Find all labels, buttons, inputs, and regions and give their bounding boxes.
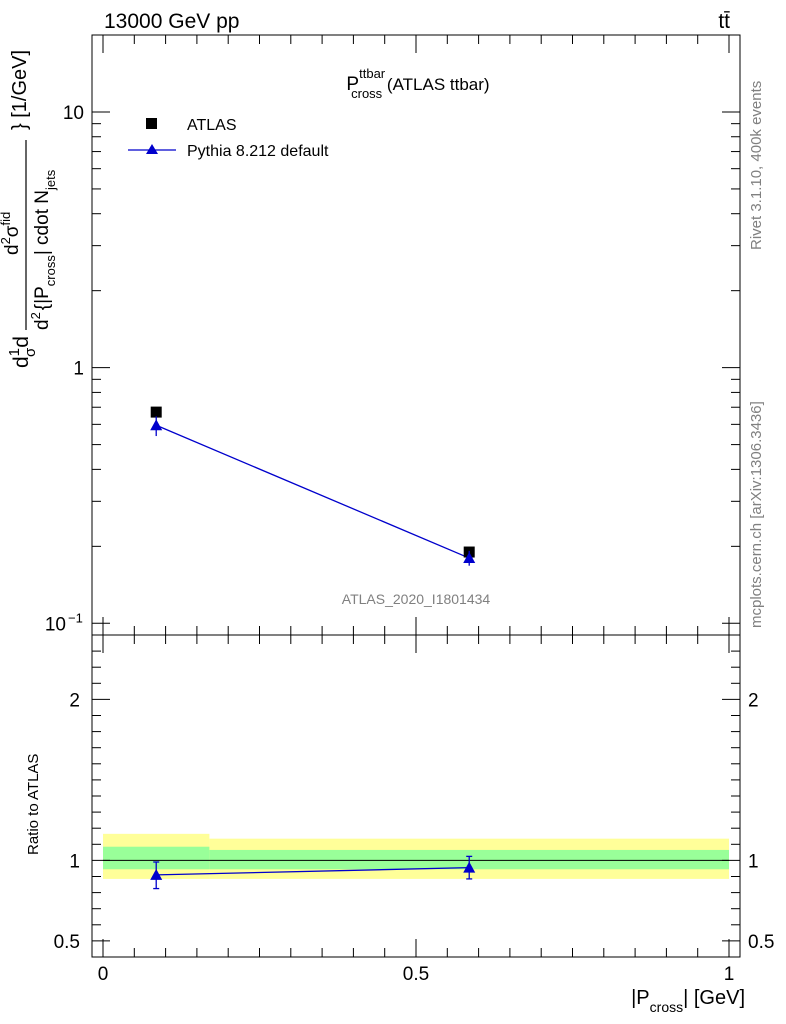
x-tick-label: 0.5 bbox=[403, 964, 429, 985]
legend: ATLAS Pythia 8.212 default bbox=[128, 117, 329, 160]
legend-label-pythia: Pythia 8.212 default bbox=[187, 143, 329, 160]
analysis-watermark: ATLAS_2020_I1801434 bbox=[342, 591, 491, 607]
title-rest: (ATLAS ttbar) bbox=[382, 75, 489, 94]
ylabel-numerator: d2σfid bbox=[0, 212, 23, 255]
ratio-y-tick-label-right: 2 bbox=[748, 690, 759, 711]
ratio-y-tick-label-left: 2 bbox=[69, 690, 80, 711]
ratio-panel: 2 2 1 1 0.5 0.5 0 0.5 1 bbox=[54, 634, 775, 985]
header-right: tt̄ bbox=[718, 10, 730, 33]
ratio-frame bbox=[91, 634, 741, 958]
x-tick-label: 0 bbox=[98, 964, 109, 985]
main-y-tick-label: 10 bbox=[45, 614, 66, 635]
ratio-point-pythia bbox=[463, 861, 476, 873]
ratio-y-tick-label-left: 0.5 bbox=[54, 932, 80, 953]
title-sup: ttbar bbox=[359, 66, 386, 81]
mc-point-pythia bbox=[463, 552, 476, 564]
rivet-label: Rivet 3.1.10, 400k events bbox=[748, 81, 765, 250]
x-axis-label: |Pcross| [GeV] bbox=[631, 987, 745, 1015]
title-main: P bbox=[346, 74, 359, 95]
x-tick-label: 1 bbox=[724, 964, 735, 985]
mc-line-segment bbox=[155, 424, 470, 559]
main-data-layer bbox=[150, 406, 476, 566]
mc-point-pythia bbox=[150, 419, 163, 431]
main-y-tick-label-exp: −1 bbox=[68, 610, 83, 625]
mcplots-label: mcplots.cern.ch [arXiv:1306.3436] bbox=[748, 401, 765, 628]
legend-marker-atlas bbox=[146, 118, 157, 129]
ylabel-denominator: d2{|Pcross| cdot Njets bbox=[28, 169, 58, 330]
ratio-axis-tick-labels: 2 2 1 1 0.5 0.5 0 0.5 1 bbox=[54, 690, 775, 985]
ylabel-fraction: d1σd bbox=[6, 336, 39, 368]
main-y-label: d1σd d2σfid d2{|Pcross| cdot Njets } [1/… bbox=[0, 50, 58, 368]
ratio-line-segment bbox=[156, 866, 470, 876]
ratio-axis-ticks bbox=[92, 634, 740, 958]
main-y-tick-label: 1 bbox=[73, 359, 84, 380]
data-point-atlas bbox=[150, 406, 162, 418]
ratio-y-tick-label-right: 0.5 bbox=[748, 932, 774, 953]
legend-marker-pythia bbox=[146, 144, 158, 154]
legend-label-atlas: ATLAS bbox=[187, 117, 237, 134]
ratio-y-tick-label-right: 1 bbox=[748, 851, 759, 872]
ratio-y-tick-label-left: 1 bbox=[69, 851, 80, 872]
plot-title: Pttbar cross (ATLAS ttbar) bbox=[346, 66, 489, 101]
main-y-tick-label: 10 bbox=[63, 103, 84, 124]
ratio-data-layer bbox=[150, 855, 476, 890]
main-axis-ticks bbox=[92, 34, 740, 636]
ratio-y-label: Ratio to ATLAS bbox=[25, 754, 42, 855]
ratio-point-pythia bbox=[150, 868, 163, 880]
ratio-bands bbox=[103, 833, 730, 879]
title-sub: cross bbox=[351, 86, 383, 101]
ratio-band-green bbox=[103, 846, 210, 870]
ylabel-units: } [1/GeV] bbox=[9, 50, 31, 130]
header-left: 13000 GeV pp bbox=[104, 10, 239, 33]
